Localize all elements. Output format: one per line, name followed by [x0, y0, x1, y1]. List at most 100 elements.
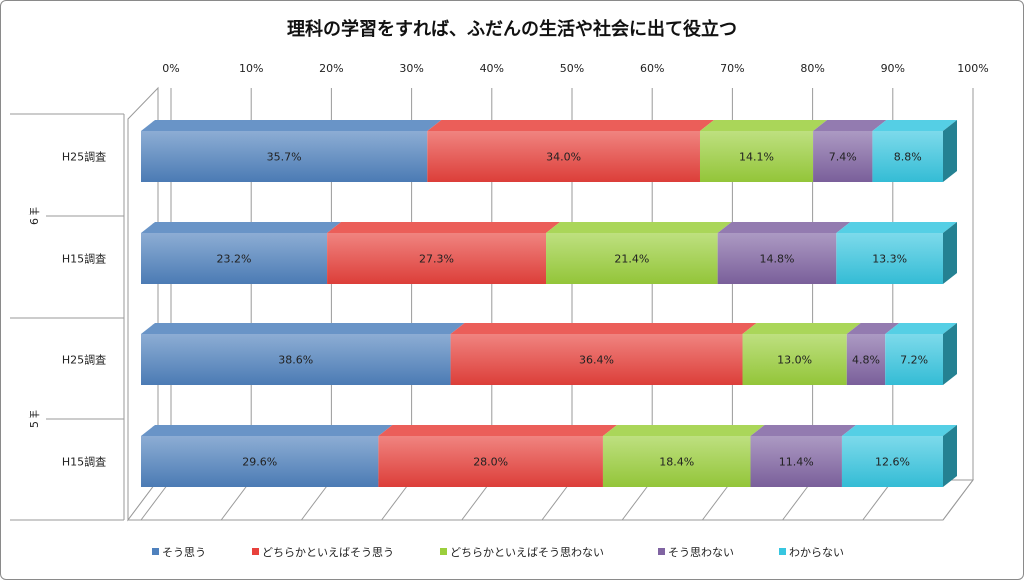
x-tick-labels: 0% 10% 20% 30% 40% 50% 60% 70% 80% 90% 100% — [162, 62, 988, 75]
data-label: 38.6% — [278, 354, 313, 367]
x-tick-label: 20% — [319, 62, 343, 75]
x-tick-label: 100% — [957, 62, 988, 75]
bar-segment — [699, 131, 814, 182]
legend-swatch — [152, 548, 159, 555]
bar-top-face — [141, 323, 465, 334]
x-tick-label: 40% — [480, 62, 504, 75]
data-label: 13.3% — [872, 253, 907, 266]
data-label: 7.2% — [900, 354, 928, 367]
data-label: 14.8% — [760, 253, 795, 266]
bar-segment — [378, 436, 603, 487]
data-label: 34.0% — [546, 151, 581, 164]
x-tick-label: 90% — [881, 62, 905, 75]
bar-segment — [717, 233, 837, 284]
legend-label: そう思う — [162, 546, 206, 559]
bar-top-face — [546, 222, 732, 233]
legend-item: わからない — [779, 546, 844, 559]
bar-top-face — [717, 222, 851, 233]
x-tick-label: 0% — [162, 62, 179, 75]
bar-segment — [872, 131, 943, 182]
legend-swatch — [779, 548, 786, 555]
bar-segment — [742, 334, 847, 385]
legend-item: どちらかといえばそう思わない — [440, 546, 604, 559]
bar-side-face — [943, 323, 957, 385]
bar-side-face — [943, 425, 957, 487]
bar-segment — [141, 436, 379, 487]
legend-label: どちらかといえばそう思う — [262, 546, 394, 559]
x-tick-label: 50% — [560, 62, 584, 75]
legend: そう思う どちらかといえばそう思う どちらかといえばそう思わない そう思わない わからな… — [152, 546, 844, 559]
data-label: 11.4% — [779, 456, 814, 469]
category-label: H15調査 — [62, 252, 106, 266]
bar-top-face — [841, 425, 957, 436]
bar-top-face — [699, 120, 828, 131]
bar-top-face — [141, 425, 393, 436]
x-tick-label: 10% — [239, 62, 263, 75]
floor-gridline — [942, 479, 974, 521]
bar-segment — [602, 436, 751, 487]
category-label: H15調査 — [62, 455, 106, 469]
bar-top-face — [885, 323, 957, 334]
bar-segment — [450, 334, 743, 385]
plot-walls — [127, 86, 974, 522]
bar-segment — [427, 131, 700, 182]
bar-segment — [836, 233, 943, 284]
data-label: 12.6% — [875, 456, 910, 469]
data-label: 18.4% — [659, 456, 694, 469]
bar-segment — [141, 334, 451, 385]
bar-side-face — [943, 120, 957, 182]
bar-top-face — [836, 222, 957, 233]
legend-item: そう思う — [152, 546, 206, 559]
bar-top-face — [450, 323, 757, 334]
data-label: 35.7% — [267, 151, 302, 164]
data-label: 14.1% — [739, 151, 774, 164]
x-tick-label: 80% — [800, 62, 824, 75]
bar-segment — [846, 334, 886, 385]
x-tick-label: 30% — [399, 62, 423, 75]
bar-side-face — [943, 222, 957, 284]
bar-top-face — [846, 323, 900, 334]
bar-top-face — [750, 425, 856, 436]
legend-item: そう思わない — [658, 546, 734, 559]
data-label: 4.8% — [852, 354, 880, 367]
bar-segment — [546, 233, 718, 284]
data-label: 7.4% — [829, 151, 857, 164]
bar-top-face — [602, 425, 765, 436]
legend-label: どちらかといえばそう思わない — [450, 546, 604, 559]
bar-top-face — [742, 323, 861, 334]
legend-label: そう思わない — [668, 546, 734, 559]
bar-top-face — [378, 425, 617, 436]
x-tick-label: 60% — [640, 62, 664, 75]
data-label: 36.4% — [579, 354, 614, 367]
category-label: H25調査 — [62, 150, 106, 164]
bar-top-face — [141, 120, 442, 131]
legend-swatch — [440, 548, 447, 555]
bar-segment — [141, 233, 328, 284]
data-label: 29.6% — [242, 456, 277, 469]
data-label: 23.2% — [217, 253, 252, 266]
bar-top-face — [872, 120, 957, 131]
category-label: H25調査 — [62, 353, 106, 367]
legend-swatch — [658, 548, 665, 555]
legend-item: どちらかといえばそう思う — [252, 546, 394, 559]
bars: 35.7% 34.0% 14.1% 7.4% 8.8% 23.2% 27.3% 21.4% 14… — [141, 120, 957, 487]
data-label: 27.3% — [419, 253, 454, 266]
chart-title: 理科の学習をすれば、ふだんの生活や社会に出て役立つ — [287, 18, 737, 40]
bar-top-face — [141, 222, 342, 233]
bar-segment — [750, 436, 842, 487]
bar-segment — [885, 334, 943, 385]
legend-swatch — [252, 548, 259, 555]
bar-top-face — [427, 120, 714, 131]
data-label: 21.4% — [614, 253, 649, 266]
bar-segment — [327, 233, 547, 284]
data-label: 8.8% — [894, 151, 922, 164]
data-label: 28.0% — [473, 456, 508, 469]
bar-segment — [141, 131, 428, 182]
bar-segment — [813, 131, 873, 182]
bar-segment — [841, 436, 943, 487]
bar-top-face — [327, 222, 561, 233]
data-label: 13.0% — [777, 354, 812, 367]
x-tick-label: 70% — [720, 62, 744, 75]
